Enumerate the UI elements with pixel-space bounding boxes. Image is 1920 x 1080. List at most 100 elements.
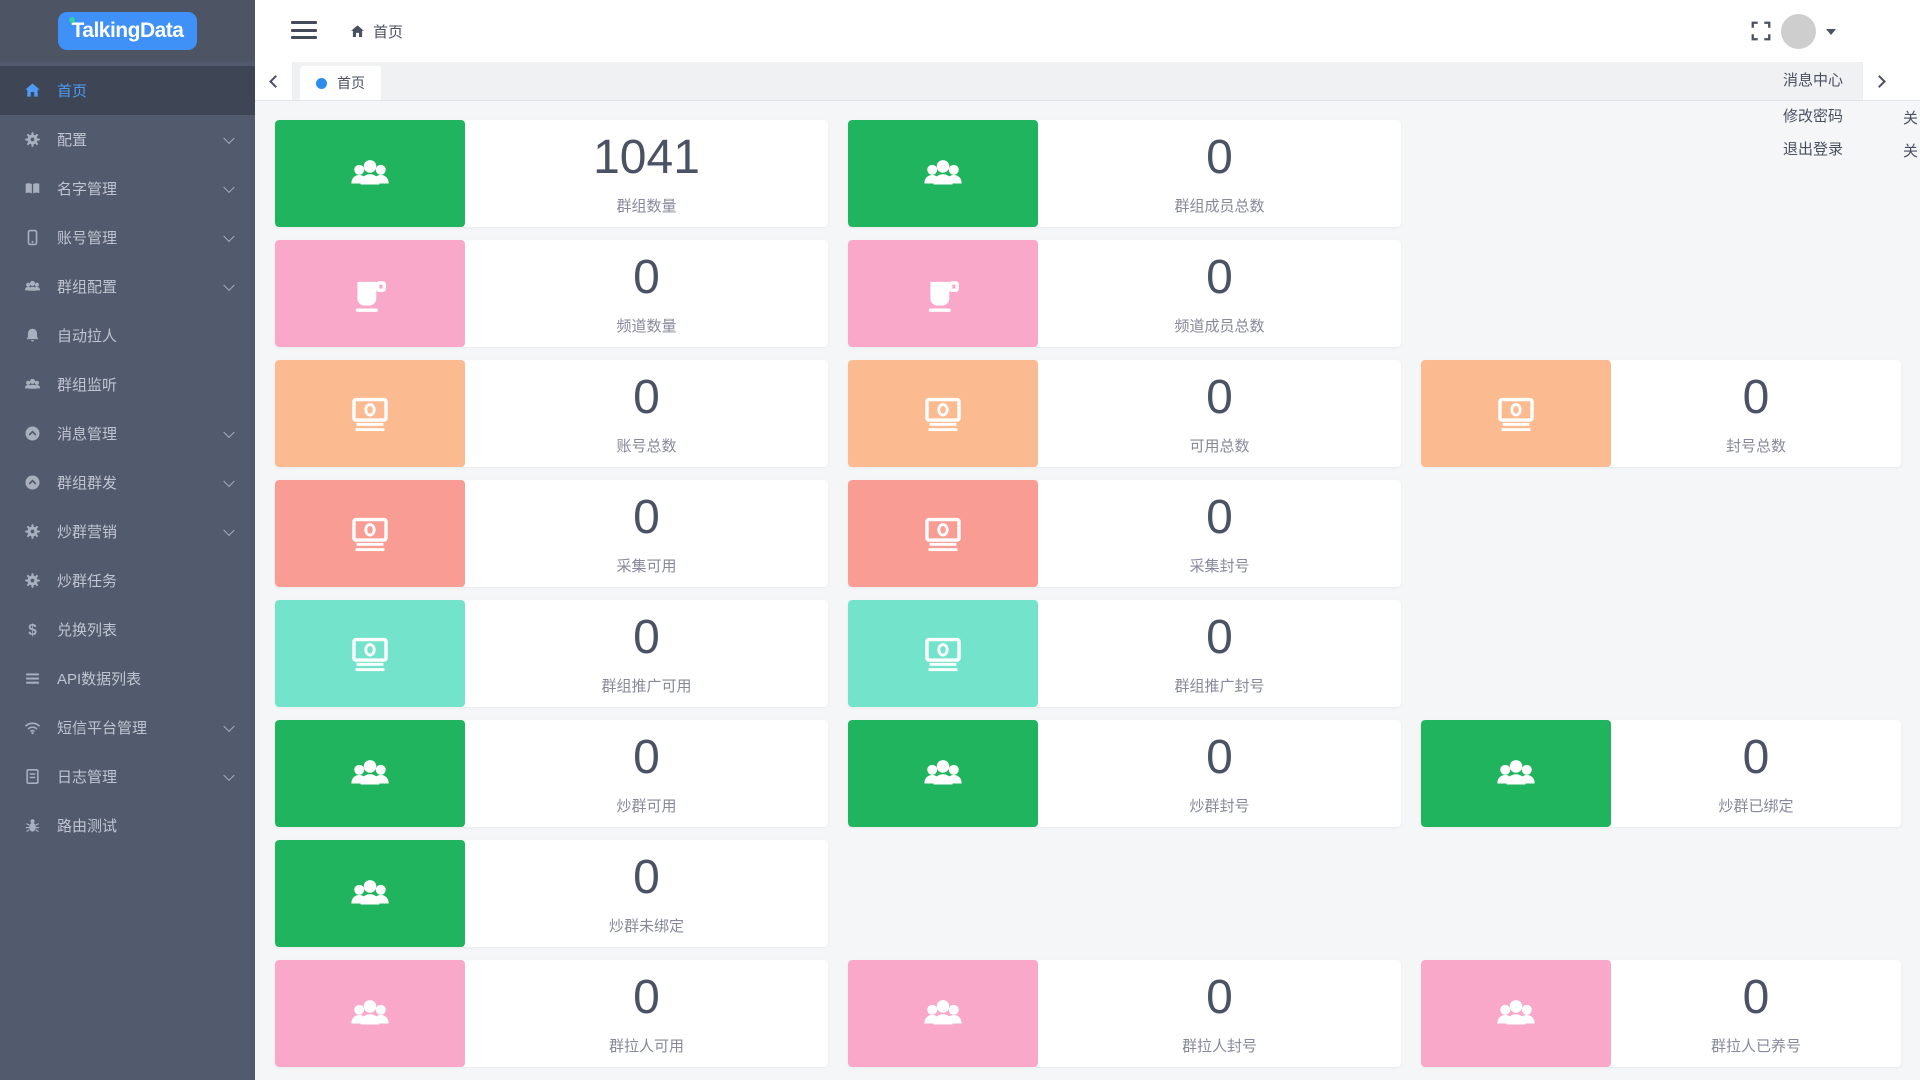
sidebar-item-home[interactable]: 首页 [0,66,255,115]
tab-home[interactable]: 首页 [300,66,381,100]
sidebar-item-label: 配置 [57,132,88,149]
stat-value: 0 [1206,131,1233,185]
money-icon [848,480,1038,587]
chevron-right-icon [1873,74,1886,88]
clipped-menu-item[interactable]: 关 [1903,143,1919,160]
stat-label: 群组成员总数 [1174,197,1265,215]
users-icon [24,278,41,295]
menu-item-change-password[interactable]: 修改密码 [1782,108,1843,125]
chevron-down-icon [223,132,235,144]
chevron-left-icon [269,74,282,88]
stat-label: 可用总数 [1189,437,1250,455]
bug-icon [24,817,41,834]
tab-active-dot-icon [316,77,327,89]
users-icon [848,120,1038,227]
gear-icon [24,523,41,540]
tabs-scroll-right-button[interactable] [1862,62,1900,100]
sidebar-item-sms-platform[interactable]: 短信平台管理 [0,703,255,752]
stat-card-collect-banned: 0 采集封号 [848,480,1401,587]
stat-label: 群组推广封号 [1174,677,1265,695]
sidebar-item-label: 炒群营销 [57,524,118,541]
user-menu-trigger[interactable] [1781,14,1836,49]
logo-dot [68,17,75,23]
sidebar-item-group-marketing[interactable]: 炒群营销 [0,507,255,556]
tab-bar: 首页 [255,62,1920,101]
stat-card-group-members-total: 0 群组成员总数 [848,120,1401,227]
stat-value: 0 [1206,251,1233,305]
logo-text: TalkingData [71,19,184,42]
chevron-down-icon [223,524,235,536]
menu-item-logout[interactable]: 退出登录 [1782,141,1843,158]
sidebar-item-label: API数据列表 [57,671,142,688]
sidebar-item-label: 日志管理 [57,769,118,786]
users-icon [275,120,465,227]
fullscreen-icon[interactable] [1750,20,1772,42]
stat-card-puller-nurtured: 0 群拉人已养号 [1421,960,1901,1067]
users-icon [848,960,1038,1067]
money-icon [275,600,465,707]
users-icon [848,720,1038,827]
sidebar-item-route-test[interactable]: 路由测试 [0,801,255,850]
chevron-down-icon [223,181,235,193]
sidebar-item-group-monitor[interactable]: 群组监听 [0,360,255,409]
stat-label: 群拉人已养号 [1710,1037,1801,1055]
sidebar-item-config[interactable]: 配置 [0,115,255,164]
file-icon [24,768,41,785]
breadcrumb[interactable]: 首页 [350,0,403,62]
stat-card-group-promo-banned: 0 群组推广封号 [848,600,1401,707]
user-dropdown-menu: 消息中心 修改密码 退出登录 [1783,62,1843,166]
chevron-down-icon [223,720,235,732]
sidebar-item-group-config[interactable]: 群组配置 [0,262,255,311]
stat-card-account-total: 0 账号总数 [275,360,828,467]
stat-value: 0 [1206,491,1233,545]
stat-card-puller-available: 0 群拉人可用 [275,960,828,1067]
stat-label: 炒群未绑定 [608,917,684,935]
sidebar-item-group-broadcast[interactable]: 群组群发 [0,458,255,507]
chevron-down-icon [223,769,235,781]
gear-icon [24,131,41,148]
message-icon [24,474,41,491]
stat-label: 采集可用 [616,557,677,575]
stat-label: 群拉人可用 [608,1037,684,1055]
sidebar-item-message-management[interactable]: 消息管理 [0,409,255,458]
stat-label: 炒群可用 [616,797,677,815]
clipped-menu-item[interactable]: 关 [1903,110,1919,127]
stat-value: 0 [633,251,660,305]
gear-icon [24,572,41,589]
sidebar-item-exchange-list[interactable]: 兑换列表 [0,605,255,654]
brand-logo[interactable]: TalkingData [57,12,198,50]
money-icon [275,360,465,467]
message-icon [24,425,41,442]
sidebar-item-name-management[interactable]: 名字管理 [0,164,255,213]
hamburger-menu-icon[interactable] [291,21,317,41]
sidebar-item-group-task[interactable]: 炒群任务 [0,556,255,605]
stat-value: 0 [1206,971,1233,1025]
stat-value: 0 [633,731,660,785]
tabs-scroll-left-button[interactable] [255,62,293,100]
sidebar-item-api-data-list[interactable]: API数据列表 [0,654,255,703]
sidebar-item-label: 炒群任务 [57,573,118,590]
stat-value: 0 [1206,371,1233,425]
users-icon [275,960,465,1067]
sidebar-item-account-management[interactable]: 账号管理 [0,213,255,262]
sidebar-item-label: 群组群发 [57,475,118,492]
sidebar-item-label: 路由测试 [57,818,118,835]
sidebar-item-label: 名字管理 [57,181,118,198]
chevron-down-icon [223,279,235,291]
sidebar-item-label: 短信平台管理 [57,720,148,737]
menu-item-message-center[interactable]: 消息中心 [1782,72,1843,89]
sidebar-item-log-management[interactable]: 日志管理 [0,752,255,801]
dollar-icon [24,621,41,638]
stat-label: 炒群封号 [1189,797,1250,815]
stat-card-chaoqun-banned: 0 炒群封号 [848,720,1401,827]
bell-icon [24,327,41,344]
sidebar-item-auto-pull[interactable]: 自动拉人 [0,311,255,360]
stat-label: 炒群已绑定 [1718,797,1794,815]
stat-label: 采集封号 [1189,557,1250,575]
stat-value: 0 [633,491,660,545]
stat-value: 0 [633,851,660,905]
stat-label: 频道数量 [616,317,677,335]
sidebar-item-label: 自动拉人 [57,328,118,345]
stat-value: 0 [1206,611,1233,665]
